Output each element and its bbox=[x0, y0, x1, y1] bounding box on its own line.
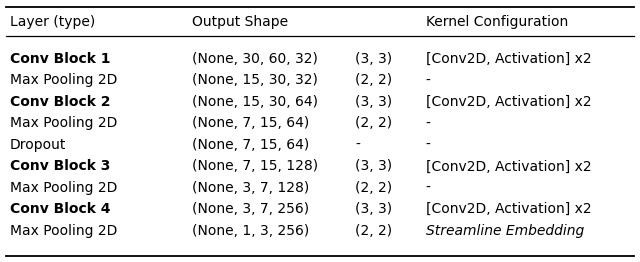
Text: Max Pooling 2D: Max Pooling 2D bbox=[10, 116, 117, 130]
Text: Max Pooling 2D: Max Pooling 2D bbox=[10, 181, 117, 195]
Text: (None, 3, 7, 128): (None, 3, 7, 128) bbox=[192, 181, 309, 195]
Text: -: - bbox=[355, 138, 360, 152]
Text: Conv Block 4: Conv Block 4 bbox=[10, 202, 110, 216]
Text: Max Pooling 2D: Max Pooling 2D bbox=[10, 224, 117, 238]
Text: Kernel Configuration: Kernel Configuration bbox=[426, 15, 568, 29]
Text: Streamline Embedding: Streamline Embedding bbox=[426, 224, 584, 238]
Text: Conv Block 1: Conv Block 1 bbox=[10, 52, 110, 66]
Text: -: - bbox=[426, 73, 431, 88]
Text: [Conv2D, Activation] x2: [Conv2D, Activation] x2 bbox=[426, 202, 591, 216]
Text: [Conv2D, Activation] x2: [Conv2D, Activation] x2 bbox=[426, 52, 591, 66]
Text: Dropout: Dropout bbox=[10, 138, 66, 152]
Text: (None, 7, 15, 128): (None, 7, 15, 128) bbox=[192, 159, 318, 173]
Text: (None, 1, 3, 256): (None, 1, 3, 256) bbox=[192, 224, 309, 238]
Text: (2, 2): (2, 2) bbox=[355, 181, 392, 195]
Text: (3, 3): (3, 3) bbox=[355, 52, 392, 66]
Text: (None, 3, 7, 256): (None, 3, 7, 256) bbox=[192, 202, 309, 216]
Text: (3, 3): (3, 3) bbox=[355, 159, 392, 173]
Text: -: - bbox=[426, 181, 431, 195]
Text: -: - bbox=[426, 138, 431, 152]
Text: (2, 2): (2, 2) bbox=[355, 73, 392, 88]
Text: Conv Block 3: Conv Block 3 bbox=[10, 159, 110, 173]
Text: (2, 2): (2, 2) bbox=[355, 116, 392, 130]
Text: -: - bbox=[426, 116, 431, 130]
Text: (None, 30, 60, 32): (None, 30, 60, 32) bbox=[192, 52, 318, 66]
Text: (3, 3): (3, 3) bbox=[355, 202, 392, 216]
Text: (None, 7, 15, 64): (None, 7, 15, 64) bbox=[192, 116, 309, 130]
Text: Layer (type): Layer (type) bbox=[10, 15, 95, 29]
Text: [Conv2D, Activation] x2: [Conv2D, Activation] x2 bbox=[426, 159, 591, 173]
Text: (3, 3): (3, 3) bbox=[355, 95, 392, 109]
Text: Output Shape: Output Shape bbox=[192, 15, 288, 29]
Text: (None, 15, 30, 64): (None, 15, 30, 64) bbox=[192, 95, 318, 109]
Text: Max Pooling 2D: Max Pooling 2D bbox=[10, 73, 117, 88]
Text: (2, 2): (2, 2) bbox=[355, 224, 392, 238]
Text: (None, 15, 30, 32): (None, 15, 30, 32) bbox=[192, 73, 318, 88]
Text: [Conv2D, Activation] x2: [Conv2D, Activation] x2 bbox=[426, 95, 591, 109]
Text: Conv Block 2: Conv Block 2 bbox=[10, 95, 110, 109]
Text: (None, 7, 15, 64): (None, 7, 15, 64) bbox=[192, 138, 309, 152]
